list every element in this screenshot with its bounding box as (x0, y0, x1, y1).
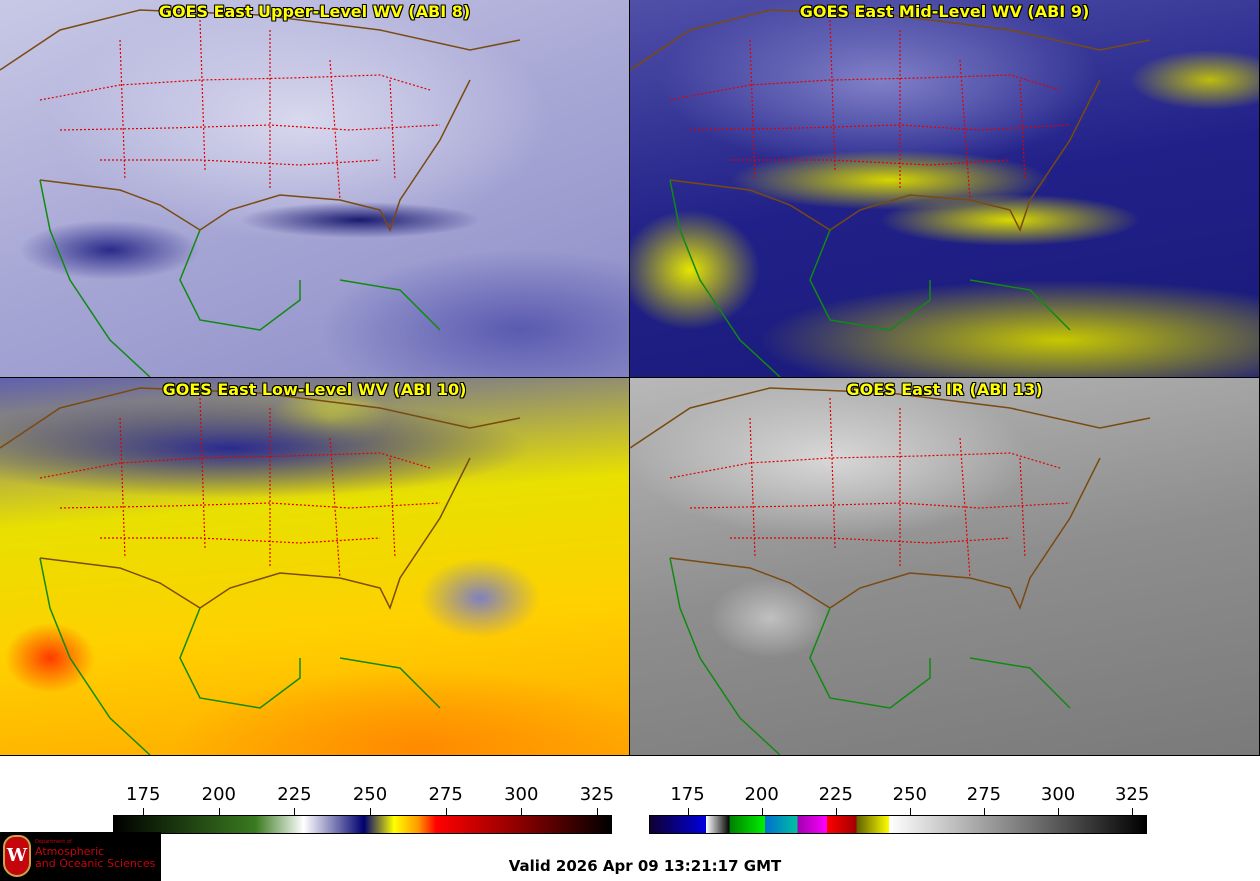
colorbar-tick-label: 275 (428, 784, 463, 805)
map-boundary (730, 159, 1011, 166)
panel-title: GOES East IR (ABI 13) (846, 380, 1043, 399)
panel-mid-level-wv: GOES East Mid-Level WV (ABI 9) (630, 0, 1260, 378)
panel-ir: GOES East IR (ABI 13) (630, 378, 1260, 756)
map-boundary (39, 79, 471, 232)
colorbar-tick (1058, 808, 1059, 815)
map-boundary (630, 9, 1151, 71)
map-boundary (669, 557, 1071, 755)
colorbar-tick-label: 200 (744, 784, 779, 805)
logo-line1: Department of (35, 839, 72, 845)
colorbar-tick (143, 808, 144, 815)
map-boundary (39, 457, 471, 610)
colorbar-tick-label: 225 (818, 784, 853, 805)
map-boundary (669, 79, 1101, 232)
ir-colorbar (649, 815, 1147, 834)
map-boundary (39, 74, 431, 101)
logo-line2: Atmospheric (35, 845, 105, 858)
map-boundary (39, 179, 441, 377)
map-boundary (749, 19, 1026, 201)
map-borders-overlay (0, 9, 521, 377)
colorbar-tick-label: 175 (126, 784, 161, 805)
panel-title: GOES East Mid-Level WV (ABI 9) (799, 2, 1090, 21)
uw-crest-icon: W (3, 835, 31, 877)
map-boundary (669, 457, 1101, 610)
colorbar-tick-label: 250 (352, 784, 388, 805)
colorbar-tick (521, 808, 522, 815)
colorbar-tick-label: 325 (579, 784, 615, 805)
colorbar-tick-label: 225 (277, 784, 312, 805)
map-borders-overlay (630, 387, 1151, 755)
map-boundary (100, 159, 381, 166)
panel-title: GOES East Upper-Level WV (ABI 8) (158, 2, 471, 21)
colorbar-tick (1132, 808, 1133, 815)
map-boundary (0, 9, 521, 71)
map-boundary (0, 387, 521, 449)
panel-upper-level-wv: GOES East Upper-Level WV (ABI 8) (0, 0, 630, 378)
map-boundary (630, 387, 1151, 449)
colorbar-tick (762, 808, 763, 815)
map-borders-overlay (0, 387, 521, 755)
map-boundary (689, 124, 1071, 131)
colorbar-tick (446, 808, 447, 815)
map-boundary (119, 397, 396, 579)
colorbar-tick-label: 200 (201, 784, 237, 805)
colorbar-tick-label: 300 (1040, 784, 1076, 805)
map-boundary (59, 502, 441, 509)
colorbar-tick (836, 808, 837, 815)
wv-colorbar (113, 815, 612, 834)
colorbar-tick-label: 250 (892, 784, 928, 805)
colorbar-tick-label: 300 (504, 784, 539, 805)
map-boundary (59, 124, 441, 131)
map-borders-overlay (630, 9, 1151, 377)
colorbar-tick (370, 808, 371, 815)
colorbar-tick-label: 275 (966, 784, 1002, 805)
aos-logo: W Department of Atmospheric and Oceanic … (0, 832, 161, 881)
colorbar-tick (597, 808, 598, 815)
colorbar-tick-label: 175 (670, 784, 705, 805)
colorbar-tick-label: 325 (1114, 784, 1150, 805)
map-boundary (669, 179, 1071, 377)
colorbar-tick (984, 808, 985, 815)
valid-time: Valid 2026 Apr 09 13:21:17 GMT (508, 857, 782, 875)
map-boundary (749, 397, 1026, 579)
colorbar-tick (688, 808, 689, 815)
map-boundary (119, 19, 396, 201)
map-boundary (100, 537, 381, 544)
panel-low-level-wv: GOES East Low-Level WV (ABI 10) (0, 378, 630, 756)
map-boundary (669, 74, 1061, 101)
colorbar-tick (294, 808, 295, 815)
colorbar-tick (219, 808, 220, 815)
panel-title: GOES East Low-Level WV (ABI 10) (162, 380, 467, 399)
map-boundary (730, 537, 1011, 544)
map-boundary (669, 452, 1061, 479)
colorbar-tick (910, 808, 911, 815)
map-boundary (39, 452, 431, 479)
map-boundary (39, 557, 441, 755)
map-boundary (689, 502, 1071, 509)
logo-line3: and Oceanic Sciences (35, 857, 156, 870)
